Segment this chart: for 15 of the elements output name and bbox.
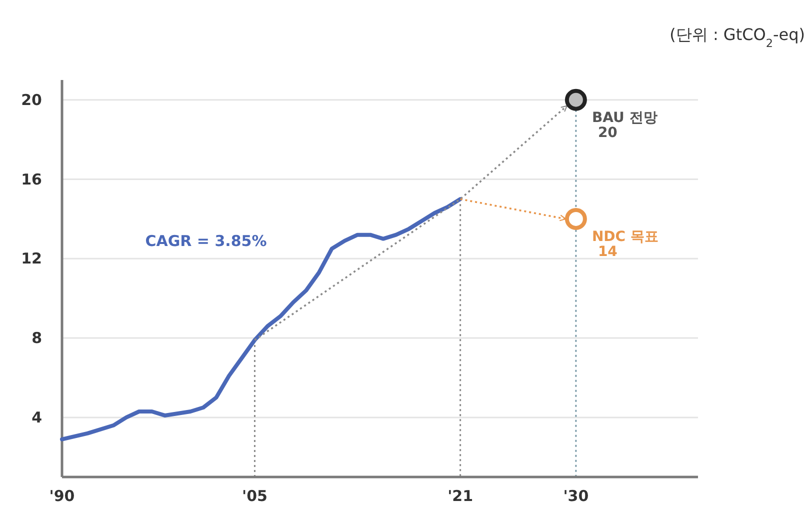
- series-label: BAU 전망: [592, 110, 658, 126]
- data-label: 20: [598, 124, 618, 141]
- data-label: 14: [598, 244, 618, 260]
- text: (단위 : GtCO$_{2}$-eq): [670, 25, 805, 50]
- x-tick-label: '90: [49, 487, 75, 505]
- y-tick-label: 20: [21, 90, 42, 109]
- x-tick-label: '21: [448, 487, 474, 505]
- y-tick-label: 8: [32, 329, 42, 348]
- y-tick-label: 16: [21, 170, 42, 188]
- annotation: CAGR = 3.85%: [145, 232, 267, 250]
- series-label: NDC 목표: [592, 228, 658, 245]
- y-tick-label: 4: [32, 408, 42, 426]
- y-tick-label: 12: [21, 250, 42, 268]
- x-tick-label: '05: [242, 487, 268, 505]
- x-tick-label: '30: [563, 487, 589, 505]
